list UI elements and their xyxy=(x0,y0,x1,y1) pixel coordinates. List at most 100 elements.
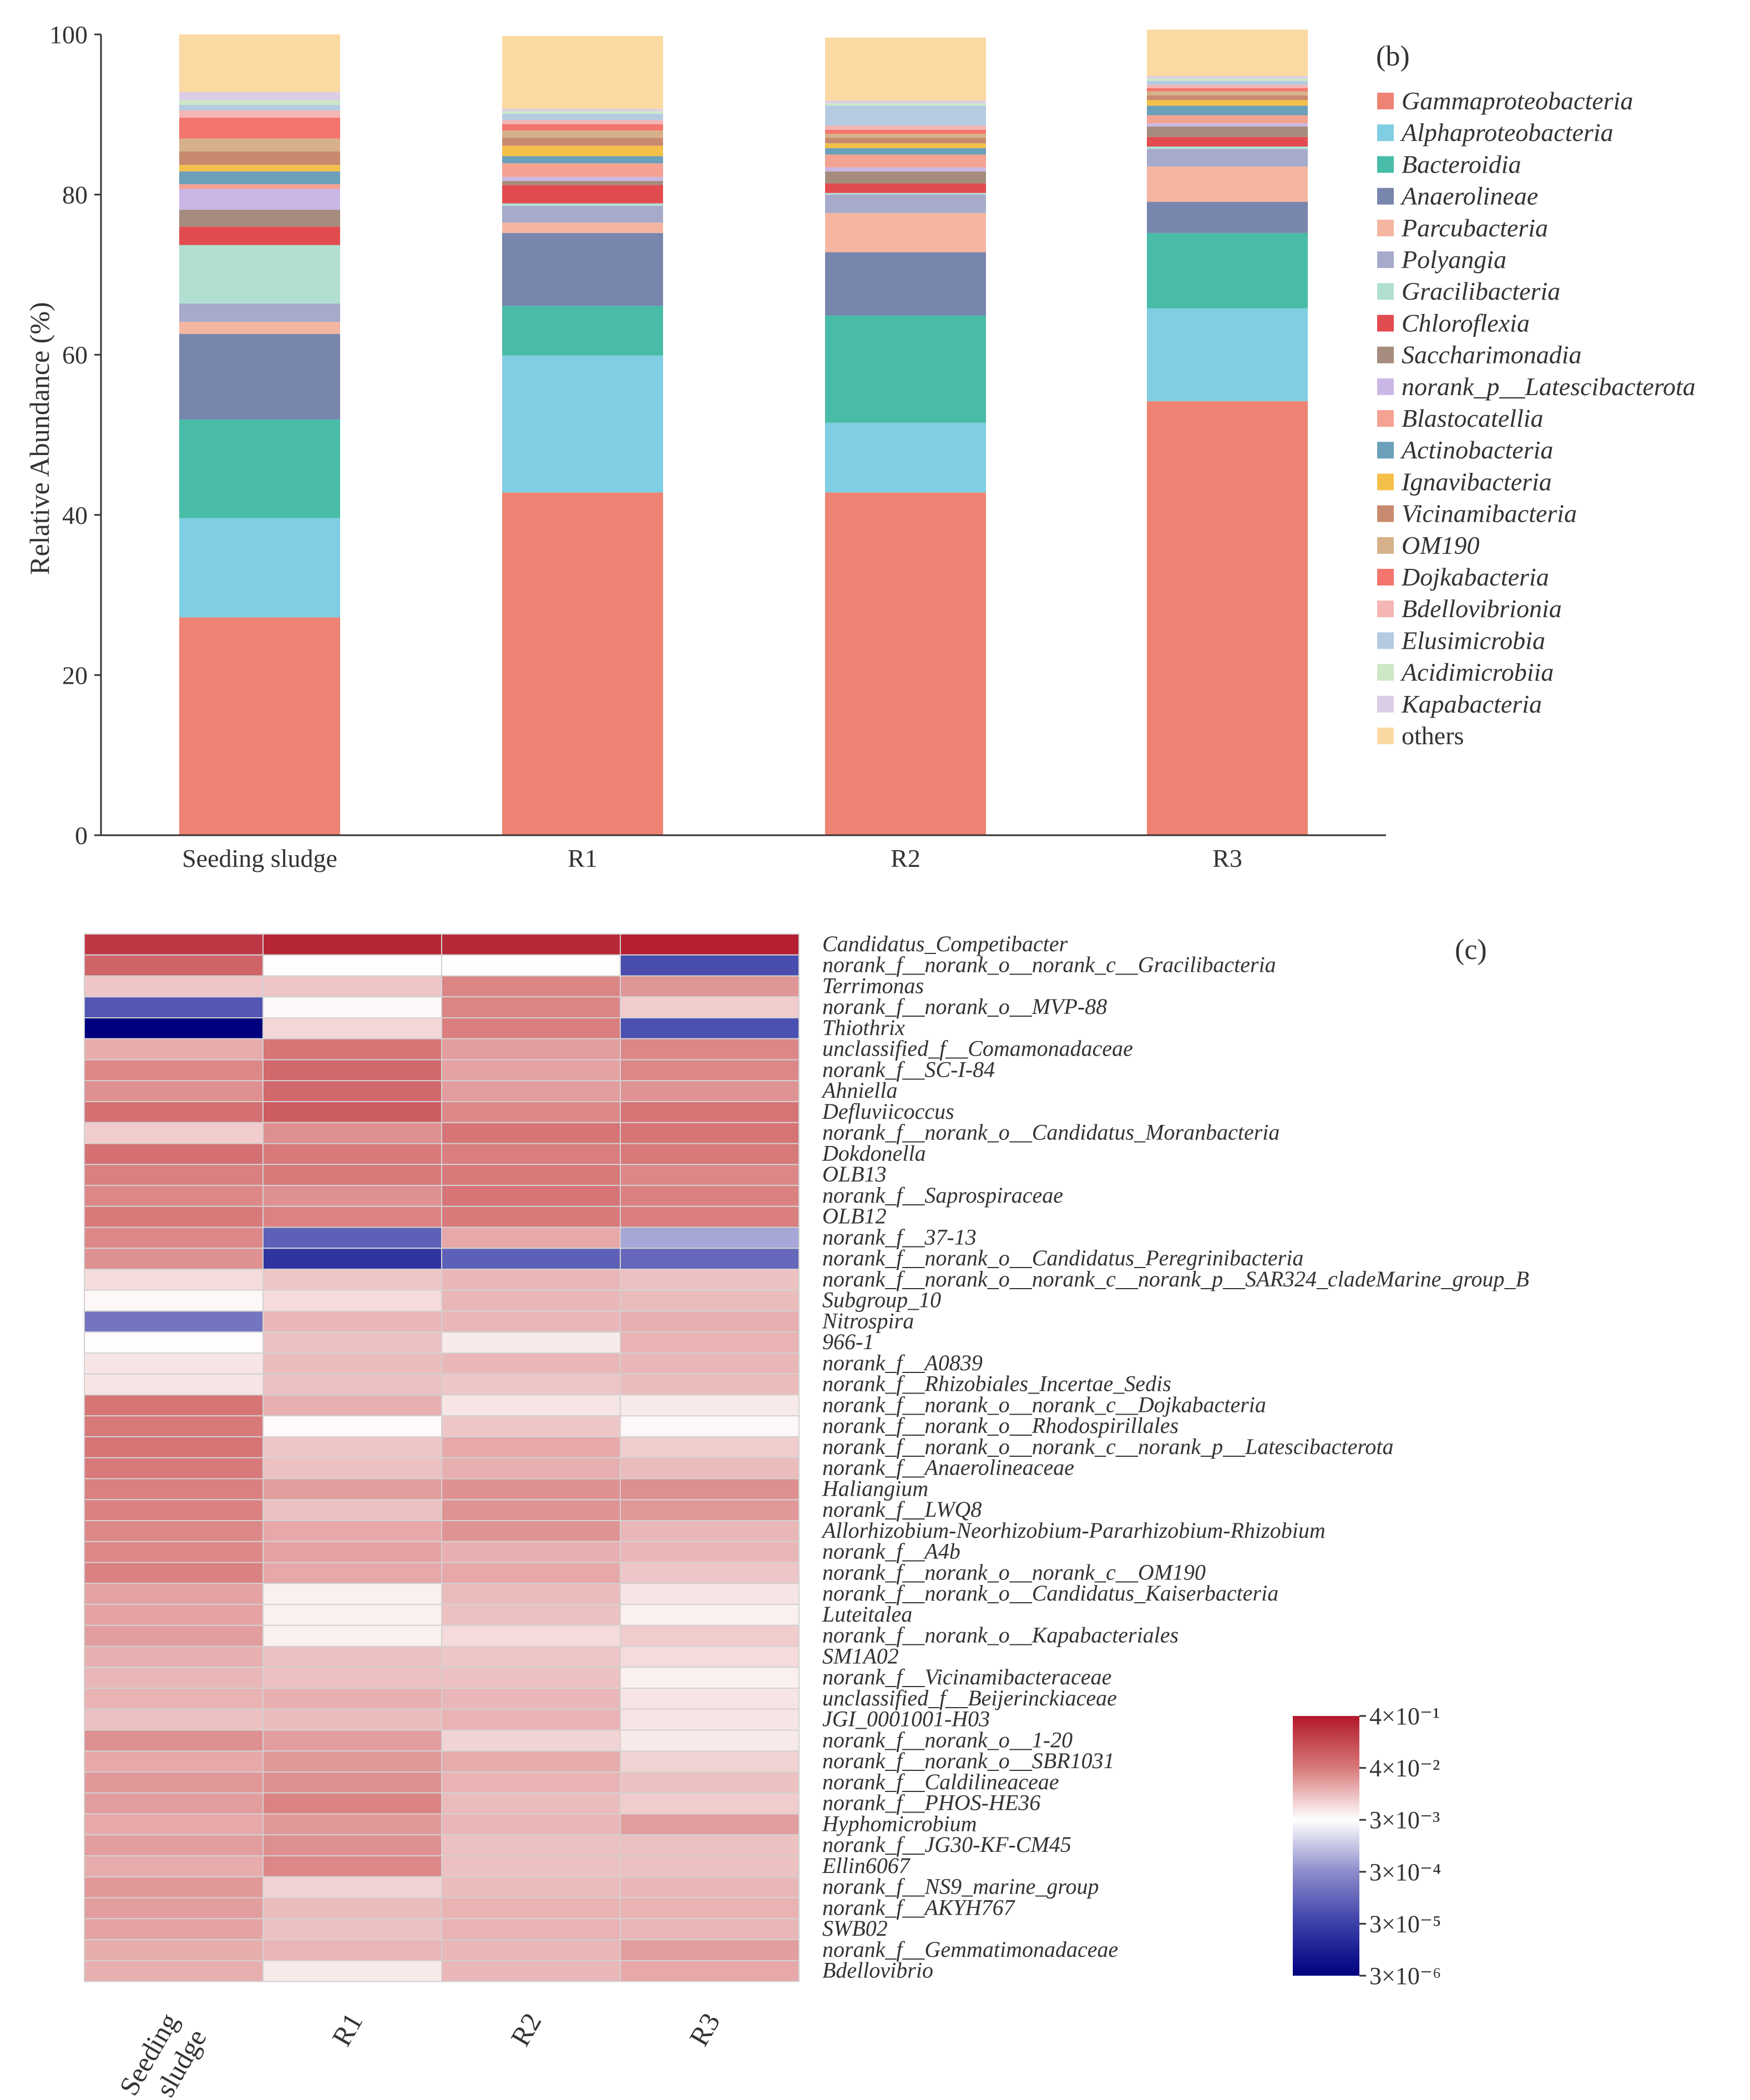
legend-swatch xyxy=(1377,315,1394,332)
bar-segment xyxy=(1147,78,1308,81)
heatmap-cell xyxy=(441,1269,621,1291)
bar-segment xyxy=(179,189,340,210)
heatmap-cell xyxy=(620,975,800,998)
heatmap-cell xyxy=(262,1143,442,1165)
legend-swatch xyxy=(1377,695,1394,713)
row-label: norank_f__norank_o__SBR1031 xyxy=(822,1748,1115,1773)
heatmap-cell xyxy=(620,1792,800,1815)
heatmap-cell xyxy=(84,1373,264,1396)
heatmap-cell xyxy=(620,1457,800,1480)
heatmap-cell xyxy=(620,1708,800,1731)
row-label: Luteitalea xyxy=(822,1602,912,1627)
row-label: 966-1 xyxy=(822,1329,874,1354)
heatmap-cell xyxy=(620,1205,800,1228)
bar-segment xyxy=(1147,201,1308,233)
column-label: R2 xyxy=(504,2008,548,2052)
bar-segment xyxy=(1147,166,1308,202)
bar-segment xyxy=(825,103,986,106)
bar-segment xyxy=(179,518,340,618)
heatmap-cell xyxy=(441,1331,621,1354)
heatmap-cell xyxy=(620,1226,800,1249)
legend-label: Gammaproteobacteria xyxy=(1402,87,1633,115)
x-tick-label: Seeding sludge xyxy=(182,844,337,872)
heatmap-cell xyxy=(620,1185,800,1207)
row-label: OLB12 xyxy=(822,1204,887,1229)
bar-segment xyxy=(1147,29,1308,77)
bar-segment xyxy=(502,113,663,120)
legend-label: Parcubacteria xyxy=(1401,214,1548,242)
legend-swatch xyxy=(1377,188,1394,205)
y-tick-label: 80 xyxy=(62,181,88,209)
bar-segment xyxy=(502,203,663,206)
bar-segment xyxy=(502,306,663,356)
heatmap-cell xyxy=(441,1876,621,1899)
heatmap-cell xyxy=(620,1310,800,1333)
colorbar: 4×10⁻¹ 4×10⁻² 3×10⁻³ 3×10⁻⁴ 3×10⁻⁵ 3×10⁻⁶ xyxy=(1293,1703,1441,1990)
bar-segment xyxy=(502,163,663,177)
bar-segment xyxy=(502,156,663,164)
bar-segment xyxy=(1147,123,1308,127)
heatmap-cell xyxy=(620,1834,800,1856)
legend-label: Alphaproteobacteria xyxy=(1400,118,1614,147)
bar-segment xyxy=(179,165,340,171)
row-label: norank_f__norank_o__norank_c__norank_p__… xyxy=(822,1266,1529,1291)
heatmap-cell xyxy=(84,1080,264,1102)
heatmap-cell xyxy=(84,1101,264,1123)
heatmap-cell xyxy=(441,975,621,998)
heatmap-cell xyxy=(84,1729,264,1752)
heatmap-cell xyxy=(262,1248,442,1270)
x-tick-label: R2 xyxy=(891,844,920,872)
row-label: norank_f__Anaerolineaceae xyxy=(822,1455,1074,1480)
heatmap-cell xyxy=(262,1667,442,1689)
bar-segment xyxy=(825,194,986,213)
heatmap-cell xyxy=(620,1038,800,1061)
row-label: norank_f__SC-I-84 xyxy=(822,1057,995,1082)
row-label: norank_f__PHOS-HE36 xyxy=(822,1790,1040,1815)
x-tick-label: R3 xyxy=(1212,844,1242,872)
legend-swatch xyxy=(1377,410,1394,427)
bar-segment xyxy=(502,120,663,124)
heatmap-cell xyxy=(262,1038,442,1061)
legend-swatch xyxy=(1377,283,1394,300)
bar-segment xyxy=(502,355,663,493)
row-label: norank_f__JG30-KF-CM45 xyxy=(822,1832,1071,1857)
bar-segment xyxy=(825,143,986,148)
heatmap-cell xyxy=(620,1289,800,1312)
heatmap-cell xyxy=(441,1205,621,1228)
heatmap-cell xyxy=(262,1604,442,1626)
y-tick-label: 20 xyxy=(62,661,88,689)
heatmap-cell xyxy=(262,1331,442,1354)
bar-segment xyxy=(825,492,986,835)
legend-label: others xyxy=(1402,721,1464,750)
heatmap-cell xyxy=(84,1017,264,1039)
row-label: Allorhizobium-Neorhizobium-Pararhizobium… xyxy=(821,1518,1326,1543)
heatmap-cell xyxy=(84,1478,264,1501)
heatmap-cell xyxy=(84,1352,264,1375)
heatmap-cell xyxy=(620,1520,800,1542)
row-label: Haliangium xyxy=(822,1476,928,1501)
legend-label: Vicinamibacteria xyxy=(1402,499,1577,528)
heatmap-cell xyxy=(84,1813,264,1836)
heatmap-cell xyxy=(620,1541,800,1563)
heatmap-cell xyxy=(620,996,800,1018)
heatmap-cell xyxy=(84,1310,264,1333)
heatmap-cell xyxy=(84,1248,264,1270)
bar-segment xyxy=(825,252,986,316)
row-label: norank_f__norank_o__norank_c__Gracilibac… xyxy=(822,952,1276,977)
heatmap-cell xyxy=(620,1394,800,1417)
bar-segment xyxy=(179,110,340,118)
row-label: unclassified_f__Beijerinckiaceae xyxy=(822,1685,1117,1710)
legend-label: OM190 xyxy=(1402,531,1480,559)
legend-swatch xyxy=(1377,346,1394,364)
bar-segment xyxy=(502,176,663,181)
heatmap-cell xyxy=(262,1352,442,1375)
row-label: norank_f__LWQ8 xyxy=(822,1497,982,1522)
heatmap-cell xyxy=(262,1017,442,1039)
heatmap-cell xyxy=(441,1457,621,1480)
legend: Gammaproteobacteria Alphaproteobacteria Ba… xyxy=(1377,87,1696,750)
heatmap-cell xyxy=(441,1080,621,1102)
legend-swatch xyxy=(1377,632,1394,649)
bar-segment xyxy=(1147,401,1308,835)
heatmap-cell xyxy=(441,1855,621,1877)
heatmap-cell xyxy=(262,1122,442,1144)
